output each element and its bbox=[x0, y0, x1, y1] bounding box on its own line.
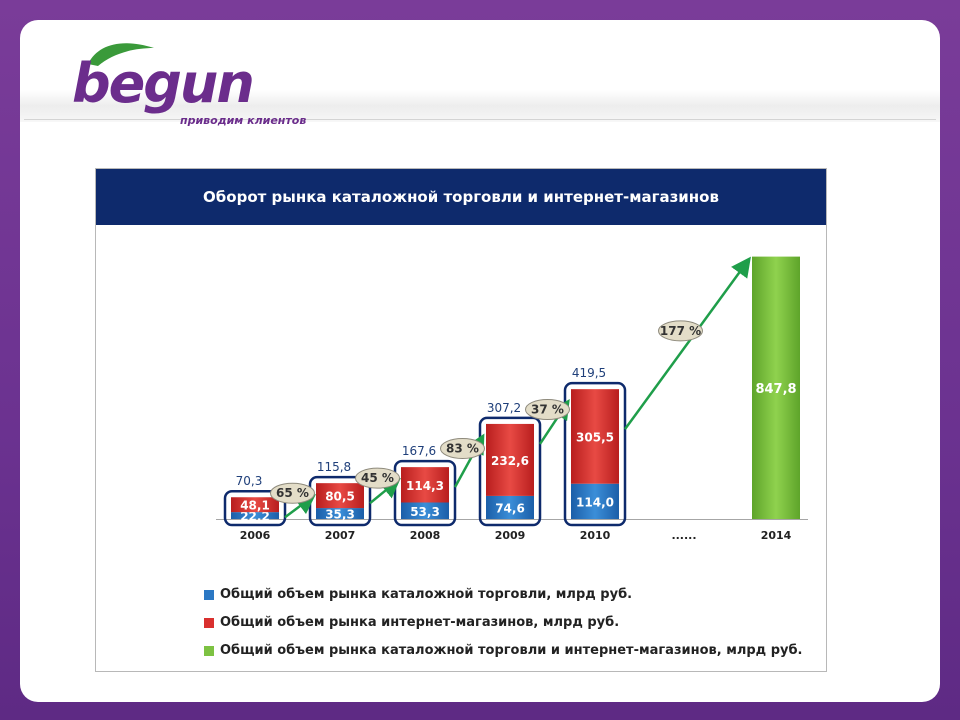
bar-outline-2009 bbox=[478, 416, 542, 527]
legend-swatch-2 bbox=[204, 646, 214, 656]
bar-2010-series-0 bbox=[571, 483, 619, 519]
x-tick-5: ...... bbox=[671, 529, 696, 542]
chart-frame: Оборот рынка каталожной торговли и интер… bbox=[95, 168, 827, 672]
logo-tagline: приводим клиентов bbox=[180, 114, 307, 127]
total-label-2008: 167,6 bbox=[402, 444, 436, 458]
bar-2008-series-0 bbox=[401, 502, 449, 519]
growth-badge-4 bbox=[658, 320, 703, 342]
legend-item-1: Общий объем рынка интернет-магазинов, мл… bbox=[204, 609, 803, 637]
data-label-2006-series-0: 22,2 bbox=[240, 510, 270, 524]
data-label-2007-series-0: 35,3 bbox=[325, 508, 355, 522]
growth-label-1: 45 % bbox=[361, 471, 394, 485]
x-tick-2: 2008 bbox=[410, 529, 441, 542]
leaf-icon bbox=[88, 43, 154, 66]
chart-legend: Общий объем рынка каталожной торговли, м… bbox=[204, 581, 803, 665]
growth-badge-2 bbox=[440, 438, 485, 460]
data-label-2007-series-1: 80,5 bbox=[325, 490, 355, 504]
bar-chart: 22,248,1 70,3 2006 35,3 80,5 115,8 2007 53,3 114… bbox=[216, 256, 808, 542]
legend-swatch-0 bbox=[204, 590, 214, 600]
legend-item-0: Общий объем рынка каталожной торговли, м… bbox=[204, 581, 803, 609]
growth-badge-0 bbox=[270, 482, 315, 504]
growth-label-3: 37 % bbox=[531, 403, 564, 417]
bar-2006-series-0 bbox=[231, 512, 279, 519]
data-label-2009-series-0: 74,6 bbox=[495, 501, 525, 515]
bar-2009-series-0 bbox=[486, 495, 534, 519]
data-label-2008-series-0: 53,3 bbox=[410, 505, 440, 519]
begun-logo: begun приводим клиентов bbox=[72, 38, 312, 128]
header-band bbox=[20, 90, 940, 122]
legend-item-2: Общий объем рынка каталожной торговли и … bbox=[204, 637, 803, 665]
bar-2009-series-1 bbox=[486, 423, 534, 496]
total-label-2009: 307,2 bbox=[487, 401, 521, 415]
data-label-2009-series-1: 232,6 bbox=[491, 454, 529, 468]
chart-title: Оборот рынка каталожной торговли и интер… bbox=[96, 169, 826, 225]
logo-wordmark: begun bbox=[72, 52, 255, 115]
bar-2010-series-1 bbox=[571, 389, 619, 484]
growth-badge-3 bbox=[525, 399, 570, 421]
legend-swatch-1 bbox=[204, 618, 214, 628]
total-label-2006: 70,3 bbox=[236, 474, 263, 488]
data-label-2006-series-1: 48,1 bbox=[240, 499, 270, 513]
bar-outline-2010 bbox=[563, 381, 627, 527]
data-label-2010-series-1: 305,5 bbox=[576, 430, 614, 444]
x-tick-6: 2014 bbox=[761, 529, 792, 542]
header-divider bbox=[24, 119, 936, 120]
legend-label-1: Общий объем рынка интернет-магазинов, мл… bbox=[220, 615, 620, 630]
data-label-2010-series-0: 114,0 bbox=[576, 495, 614, 509]
x-tick-3: 2009 bbox=[495, 529, 526, 542]
growth-badge-1 bbox=[355, 467, 400, 489]
bar-2007-series-1 bbox=[316, 483, 364, 509]
x-tick-0: 2006 bbox=[240, 529, 271, 542]
legend-label-0: Общий объем рынка каталожной торговли, м… bbox=[220, 587, 633, 602]
total-label-2007: 115,8 bbox=[317, 460, 351, 474]
total-label-2010: 419,5 bbox=[572, 366, 606, 380]
bar-2006-series-1 bbox=[231, 497, 279, 513]
x-tick-1: 2007 bbox=[325, 529, 356, 542]
growth-label-0: 65 % bbox=[276, 486, 309, 500]
growth-label-2: 83 % bbox=[446, 442, 479, 456]
bar-2014-series-2 bbox=[752, 256, 800, 519]
bar-2007-series-0 bbox=[316, 508, 364, 519]
bar-outline-2006 bbox=[223, 489, 287, 527]
growth-arrow-4 bbox=[623, 256, 751, 430]
slide: begun приводим клиентов Оборот рынка кат… bbox=[20, 20, 940, 702]
legend-label-2: Общий объем рынка каталожной торговли и … bbox=[220, 643, 803, 658]
growth-label-4: 177 % bbox=[660, 324, 701, 338]
data-label-2014-series-2: 847,8 bbox=[755, 382, 796, 397]
data-label-2008-series-1: 114,3 bbox=[406, 479, 444, 493]
bar-2008-series-1 bbox=[401, 467, 449, 503]
x-tick-4: 2010 bbox=[580, 529, 611, 542]
